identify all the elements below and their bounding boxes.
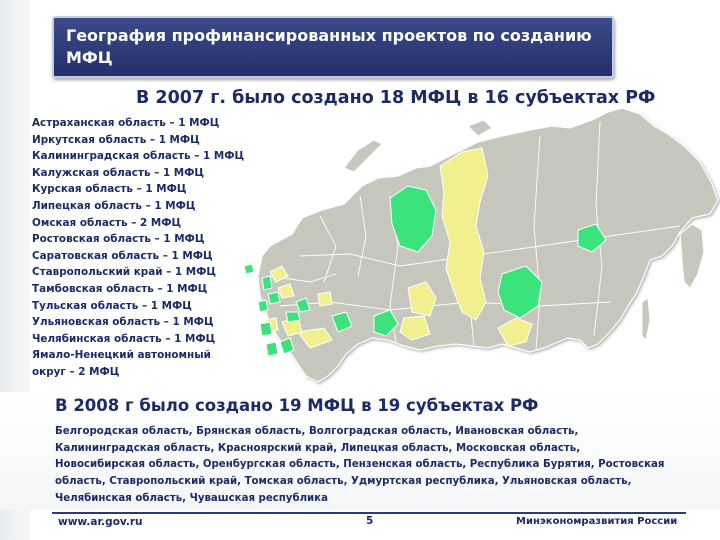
list-item: Калининградская область – 1 МФЦ	[32, 148, 282, 165]
footer-organization: Минэкономразвития России	[516, 516, 677, 527]
heading-2008: В 2008 г было создано 19 МФЦ в 19 субъек…	[55, 396, 538, 415]
title-banner: География профинансированных проектов по…	[52, 16, 614, 78]
list-item: Омская область – 2 МФЦ	[32, 215, 282, 232]
slide-title: География профинансированных проектов по…	[66, 25, 596, 69]
text-2008: Белгородская область, Брянская область, …	[55, 424, 665, 508]
heading-2007: В 2007 г. было создано 18 МФЦ в 16 субъе…	[136, 88, 655, 108]
list-item: Курская область – 1 МФЦ	[32, 181, 282, 198]
map-base-sakhalin	[642, 298, 650, 340]
map-base-severnaya-zemlya	[468, 120, 492, 136]
map-base-kamchatka	[680, 224, 704, 288]
list-item: Калужская область – 1 МФЦ	[32, 165, 282, 182]
list-item: Иркутская область – 1 МФЦ	[32, 132, 282, 149]
list-item: Ямало-Ненецкий автономный округ – 2 МФЦ	[32, 347, 247, 380]
list-item: Тульская область – 1 МФЦ	[32, 298, 282, 315]
list-item: Челябинская область – 1 МФЦ	[32, 331, 282, 348]
region-saratov	[286, 312, 300, 322]
map-base-novaya-zemlya	[344, 140, 382, 172]
list-item: Астраханская область – 1 МФЦ	[32, 115, 282, 132]
list-item: Саратовская область – 1 МФЦ	[32, 248, 282, 265]
russia-map	[240, 106, 720, 392]
region-udmurtia	[318, 292, 332, 306]
list-item: Липецкая область – 1 МФЦ	[32, 198, 282, 215]
list-2007: Астраханская область – 1 МФЦ Иркутская о…	[32, 115, 282, 381]
footer-url: www.ar.gov.ru	[58, 516, 143, 528]
page-number: 5	[366, 515, 373, 527]
list-item: Ставропольский край – 1 МФЦ	[32, 264, 282, 281]
list-item: Ростовская область – 1 МФЦ	[32, 231, 282, 248]
list-item: Тамбовская область – 1 МФЦ	[32, 281, 282, 298]
footer-divider	[52, 512, 686, 514]
list-item: Ульяновская область – 1 МФЦ	[32, 314, 282, 331]
